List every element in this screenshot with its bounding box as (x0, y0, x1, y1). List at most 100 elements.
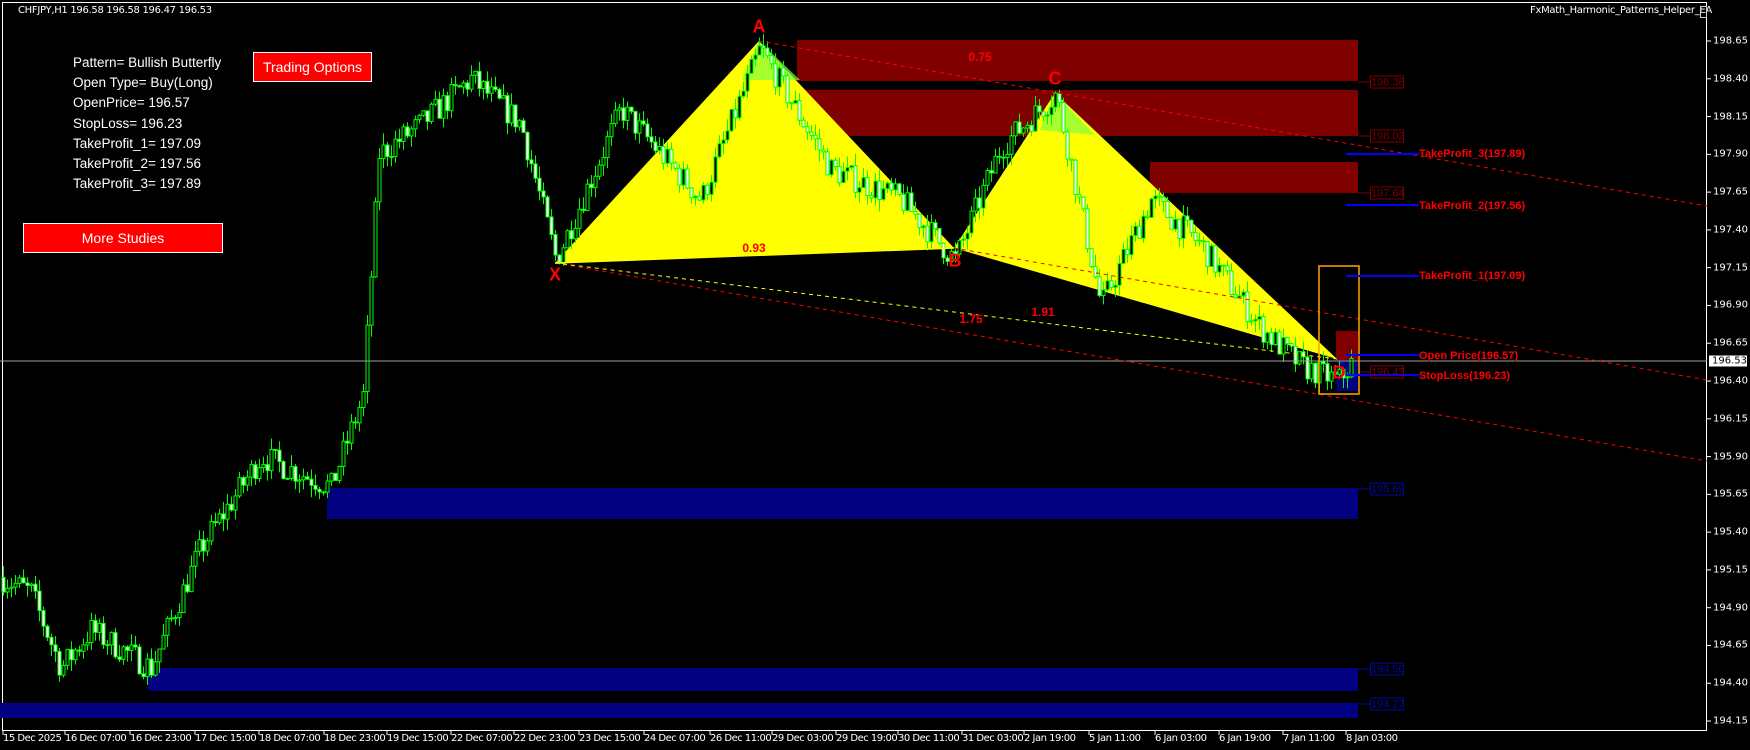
current-price-tag: 196.53 (1709, 355, 1747, 367)
candle (1073, 159, 1078, 195)
candle (1021, 127, 1026, 134)
pattern-info-panel: Pattern= Bullish Butterfly Open Type= Bu… (73, 53, 221, 194)
candle (137, 646, 142, 675)
candle (633, 110, 638, 134)
candle (601, 157, 606, 166)
candle (377, 158, 382, 203)
candle (769, 55, 774, 65)
price-tick-label: 198.40 (1713, 73, 1748, 85)
candle (1337, 368, 1342, 375)
candle (497, 88, 502, 99)
trading-options-button[interactable]: Trading Options (253, 52, 372, 82)
price-tick-label: 197.90 (1713, 148, 1748, 160)
candle (1229, 270, 1234, 296)
demand-zone (0, 703, 1358, 718)
candle (493, 86, 498, 90)
candle (161, 634, 166, 650)
time-tick-label: 23 Dec 15:00 (579, 733, 641, 744)
ratio-xad-label: 1.75 (959, 312, 983, 326)
candle (289, 466, 294, 479)
candle (57, 650, 62, 676)
candle (1189, 219, 1194, 234)
candle (285, 477, 290, 480)
candle (17, 577, 22, 584)
candle (473, 70, 478, 76)
candle (909, 192, 914, 212)
candle (1193, 232, 1198, 241)
price-tick-label: 195.65 (1713, 488, 1748, 500)
candle (109, 632, 114, 646)
candle (765, 47, 770, 57)
candle (1161, 196, 1166, 202)
candle (169, 617, 174, 620)
price-tick-label: 197.15 (1713, 262, 1748, 274)
candle (809, 131, 814, 136)
candle (21, 577, 26, 584)
time-tick-label: 18 Dec 07:00 (259, 733, 321, 744)
candle (941, 242, 946, 259)
candle (1249, 320, 1254, 323)
candle (453, 84, 458, 87)
candle (425, 110, 430, 122)
info-stop-loss: StopLoss= 196.23 (73, 115, 183, 131)
candle (593, 175, 598, 189)
candle (157, 648, 162, 663)
candle (861, 177, 866, 189)
candle (989, 170, 994, 174)
candle (757, 45, 762, 56)
candle (409, 128, 414, 137)
candle (69, 648, 74, 661)
candle (1177, 218, 1182, 239)
candle (817, 138, 822, 151)
candle (637, 120, 642, 134)
candle (889, 182, 894, 191)
candle (1101, 289, 1106, 297)
candle (1253, 318, 1258, 322)
candle (533, 163, 538, 179)
candle (1197, 239, 1202, 242)
candle (393, 138, 398, 157)
candle (101, 622, 106, 646)
candle (1221, 264, 1226, 267)
point-b-label: B (948, 250, 962, 271)
chart-area[interactable] (2, 2, 1707, 731)
candle (261, 464, 266, 469)
more-studies-button[interactable]: More Studies (23, 223, 223, 253)
candle (29, 583, 34, 586)
candle (1025, 124, 1030, 129)
candle (833, 159, 838, 168)
candle (1097, 276, 1102, 297)
candle (389, 155, 394, 158)
candle (825, 151, 830, 176)
info-open-price: OpenPrice= 196.57 (73, 95, 190, 111)
candle (1257, 316, 1262, 320)
candle (297, 479, 302, 482)
candle (949, 250, 954, 262)
xb-line (554, 247, 955, 264)
candle (121, 646, 126, 660)
candle (329, 472, 334, 482)
candle (301, 476, 306, 481)
candle (745, 72, 750, 92)
candle (421, 110, 426, 116)
candle (917, 213, 922, 229)
time-tick-label: 6 Jan 19:00 (1219, 733, 1271, 744)
candle (1305, 356, 1310, 380)
candle (981, 184, 986, 209)
candle (325, 480, 330, 493)
candle (53, 644, 58, 652)
stop-loss-label: StopLoss(196.23) (1419, 370, 1511, 382)
candle (1081, 196, 1086, 210)
candle (1077, 193, 1082, 198)
info-take-profit-3: TakeProfit_3= 197.89 (73, 176, 201, 192)
candle (65, 648, 70, 666)
candle (369, 276, 374, 326)
ea-smiley-icon (1700, 6, 1707, 18)
candle (961, 238, 966, 241)
candle (245, 476, 250, 486)
candle (1209, 245, 1214, 268)
candle (333, 472, 338, 481)
take-profit-3-label: TakeProfit_3(197.89) (1419, 148, 1526, 160)
pattern-xab-triangle (555, 41, 954, 263)
